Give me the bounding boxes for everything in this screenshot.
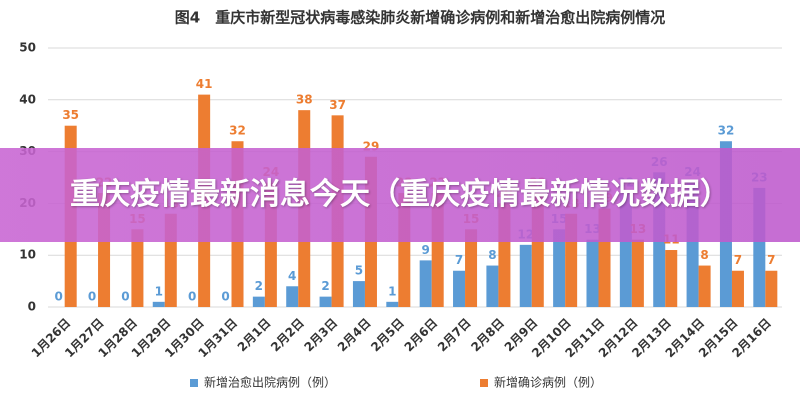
bar: [252, 296, 265, 307]
data-label: 35: [62, 108, 79, 122]
bar: [631, 239, 644, 307]
data-label: 0: [54, 290, 62, 304]
bar: [352, 281, 365, 307]
y-tick-label: 0: [28, 300, 36, 314]
x-tick-label: 2月4日: [335, 316, 374, 355]
x-tick-label: 2月8日: [468, 316, 507, 355]
bar: [319, 296, 332, 307]
banner-text: 重庆疫情最新消息今天（重庆疫情最新情况数据）: [70, 177, 730, 212]
data-label: 0: [121, 290, 129, 304]
data-label: 0: [221, 290, 229, 304]
bar: [286, 286, 299, 307]
x-tick-label: 2月6日: [402, 316, 441, 355]
bar: [519, 244, 532, 307]
data-label: 38: [296, 93, 313, 107]
data-label: 32: [718, 124, 735, 138]
data-label: 7: [767, 253, 775, 267]
data-label: 1: [388, 284, 396, 298]
bar: [698, 265, 711, 307]
data-label: 8: [700, 248, 708, 262]
bar: [486, 265, 499, 307]
data-label: 9: [421, 243, 429, 257]
legend-marker: [190, 379, 198, 387]
x-tick-label: 2月1日: [235, 316, 274, 355]
bar: [665, 250, 678, 307]
chart-title: 图4 重庆市新型冠状病毒感染肺炎新增确诊病例和新增治愈出院病例情况: [175, 9, 665, 27]
y-tick-label: 40: [19, 92, 36, 106]
bar: [553, 229, 566, 307]
data-label: 8: [488, 248, 496, 262]
x-tick-label: 2月7日: [435, 316, 474, 355]
bar: [453, 270, 466, 307]
banner: 重庆疫情最新消息今天（重庆疫情最新情况数据）: [0, 148, 800, 242]
data-label: 1: [155, 284, 163, 298]
bar: [586, 239, 599, 307]
data-label: 32: [229, 124, 246, 138]
data-label: 7: [734, 253, 742, 267]
data-label: 2: [321, 279, 329, 293]
data-label: 0: [188, 290, 196, 304]
x-tick-label: 2月2日: [268, 316, 307, 355]
legend-marker: [480, 379, 488, 387]
legend-label: 新增确诊病例（例）: [494, 375, 602, 390]
bar: [465, 229, 478, 307]
y-tick-label: 50: [19, 41, 36, 55]
data-label: 41: [196, 77, 213, 91]
bar: [131, 229, 144, 307]
bar: [419, 260, 432, 307]
bar: [765, 270, 778, 307]
data-label: 0: [88, 290, 96, 304]
data-label: 7: [455, 253, 463, 267]
legend-label: 新增治愈出院病例（例）: [204, 375, 336, 390]
x-tick-label: 2月3日: [302, 316, 341, 355]
bar: [152, 301, 165, 307]
data-label: 2: [255, 279, 263, 293]
y-tick-label: 10: [19, 248, 36, 262]
x-tick-label: 2月5日: [368, 316, 407, 355]
data-label: 37: [329, 98, 346, 112]
bar: [731, 270, 744, 307]
data-label: 5: [355, 264, 363, 278]
data-label: 4: [288, 269, 296, 283]
bar: [386, 301, 399, 307]
